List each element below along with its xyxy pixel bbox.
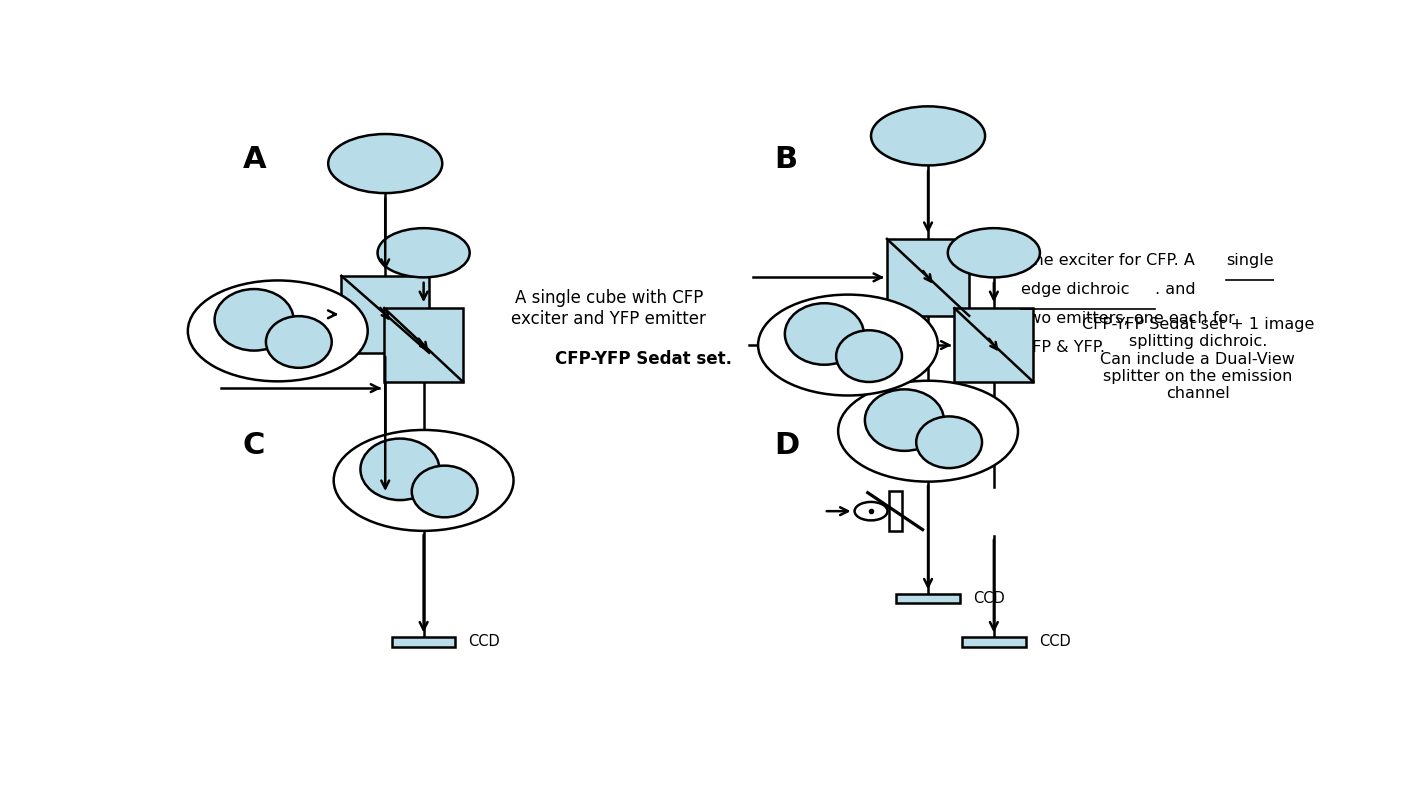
Ellipse shape bbox=[785, 303, 863, 364]
Ellipse shape bbox=[865, 389, 944, 451]
Text: single: single bbox=[1227, 252, 1274, 268]
Ellipse shape bbox=[266, 316, 331, 368]
Ellipse shape bbox=[872, 106, 985, 165]
Text: A: A bbox=[243, 145, 266, 174]
Bar bbox=[889, 491, 901, 531]
Text: . and: . and bbox=[1155, 282, 1196, 296]
Bar bbox=[341, 276, 429, 352]
Circle shape bbox=[855, 502, 887, 520]
Bar bbox=[354, 495, 417, 505]
Circle shape bbox=[188, 280, 368, 381]
Ellipse shape bbox=[215, 289, 293, 351]
Text: CCD: CCD bbox=[1039, 634, 1071, 649]
Text: CCD: CCD bbox=[430, 493, 461, 507]
Ellipse shape bbox=[361, 439, 440, 500]
Ellipse shape bbox=[328, 134, 443, 193]
Circle shape bbox=[758, 295, 938, 396]
Bar bbox=[954, 308, 1033, 382]
Text: C: C bbox=[243, 431, 265, 460]
Bar bbox=[887, 239, 969, 316]
Bar bbox=[962, 637, 1026, 646]
Ellipse shape bbox=[836, 330, 901, 382]
Ellipse shape bbox=[412, 466, 478, 517]
Text: A single cube with CFP
exciter and YFP emitter: A single cube with CFP exciter and YFP e… bbox=[511, 288, 706, 328]
Ellipse shape bbox=[948, 229, 1040, 277]
Text: CCD: CCD bbox=[468, 634, 501, 649]
Text: One exciter for CFP. A: One exciter for CFP. A bbox=[1022, 252, 1200, 268]
Text: B: B bbox=[774, 145, 798, 174]
Ellipse shape bbox=[917, 416, 982, 468]
Bar bbox=[392, 637, 456, 646]
Text: Two emitters, one each for: Two emitters, one each for bbox=[1022, 311, 1235, 326]
Text: edge dichroic: edge dichroic bbox=[1022, 282, 1129, 296]
Text: CCD: CCD bbox=[974, 591, 1005, 606]
Text: CFP & YFP.: CFP & YFP. bbox=[1022, 340, 1105, 355]
Ellipse shape bbox=[378, 229, 470, 277]
Text: D: D bbox=[774, 431, 799, 460]
Circle shape bbox=[334, 430, 514, 531]
Text: CFP-YFP Sedat set + 1 image
splitting dichroic.
Can include a Dual-View
splitter: CFP-YFP Sedat set + 1 image splitting di… bbox=[1081, 317, 1315, 402]
Text: CFP-YFP Sedat set.: CFP-YFP Sedat set. bbox=[555, 350, 732, 368]
Bar bbox=[383, 308, 463, 382]
Bar bbox=[896, 594, 959, 603]
Circle shape bbox=[838, 381, 1017, 482]
